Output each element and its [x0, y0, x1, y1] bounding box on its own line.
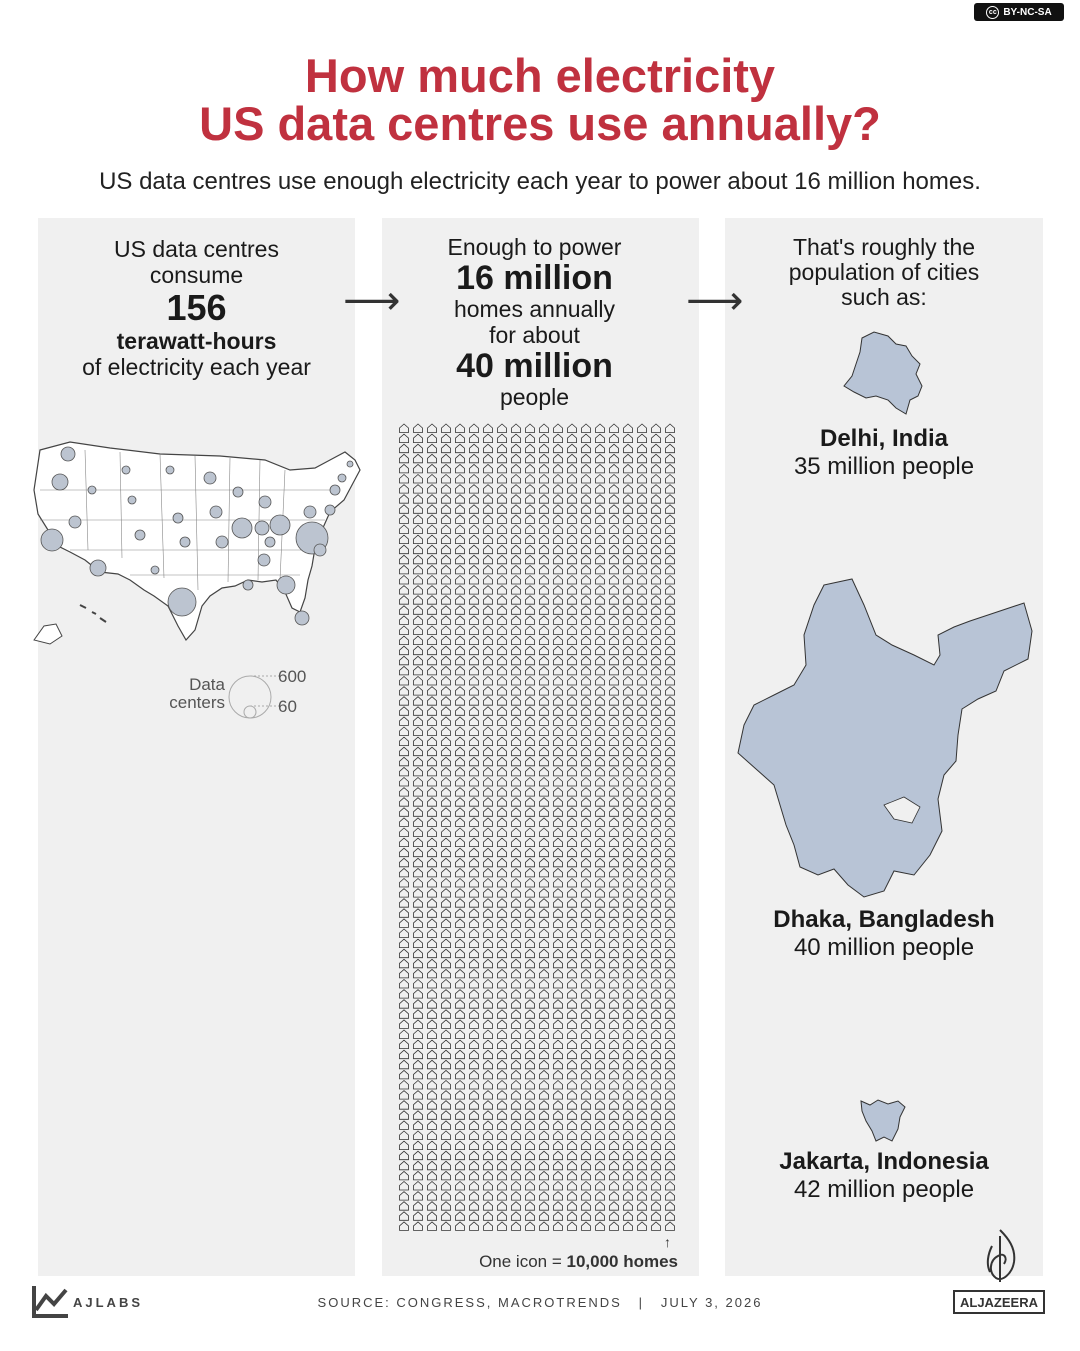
cities-intro-line-3: such as: — [841, 284, 927, 310]
legend-large-circle — [228, 675, 272, 719]
creative-commons-icon: cc — [986, 5, 1000, 19]
legend-small-circle — [243, 705, 257, 719]
consumption-line-2: consume — [149, 262, 244, 288]
bubble — [303, 505, 317, 519]
city-delhi-name: Delhi, India — [819, 425, 948, 452]
title-line-2: US data centres use annually? — [199, 97, 881, 150]
icon-pointer-arrow-icon: ↑ — [664, 1234, 671, 1250]
bubble — [294, 610, 310, 626]
alaska-outline — [33, 623, 63, 645]
bubble — [346, 460, 354, 468]
homes-line-2: homes annually — [453, 296, 616, 322]
bubble — [324, 504, 336, 516]
consumption-value: 156 — [166, 287, 227, 328]
bubble — [232, 486, 244, 498]
people-value: 40 million — [456, 347, 613, 385]
home-icon — [399, 423, 675, 1231]
icon-scale-note: One icon = 10,000 homes — [382, 1252, 678, 1272]
bubble — [215, 535, 229, 549]
bubble — [231, 517, 253, 539]
bubble — [257, 553, 271, 567]
license-badge: cc BY-NC-SA — [974, 3, 1064, 21]
city-jakarta-population: 42 million people — [793, 1176, 975, 1203]
us-data-centers-map — [33, 441, 361, 645]
city-dhaka-population: 40 million people — [793, 934, 975, 961]
bubble — [40, 528, 64, 552]
bubble — [269, 514, 291, 536]
bubble-legend-label-1: Data — [189, 675, 225, 694]
bubble — [51, 473, 69, 491]
icon-note-value: 10,000 homes — [566, 1252, 678, 1271]
bubble — [150, 565, 160, 575]
city-delhi-population: 35 million people — [793, 453, 975, 480]
homes-text: Enough to power 16 million homes annuall… — [382, 234, 687, 410]
license-text: BY-NC-SA — [1003, 6, 1052, 18]
hawaii-islands — [79, 604, 107, 623]
home-icon-grid — [398, 423, 680, 1237]
consumption-text: US data centres consume 156 terawatt-hou… — [38, 236, 355, 380]
cities-intro-line-1: That's roughly the — [792, 234, 976, 260]
bubble — [203, 471, 217, 485]
bubble — [87, 485, 97, 495]
page-subtitle: US data centres use enough electricity e… — [99, 168, 981, 195]
city-dhaka-name: Dhaka, Bangladesh — [773, 906, 995, 933]
bubble — [68, 515, 82, 529]
bubble — [258, 495, 272, 509]
bubble — [313, 543, 327, 557]
bubble — [329, 484, 341, 496]
bubble-legend-circles — [228, 675, 281, 719]
bubble — [121, 465, 131, 475]
bubble — [242, 579, 254, 591]
city-delhi: Delhi, India 35 million people — [725, 425, 1043, 481]
title-line-1: How much electricity — [304, 49, 776, 102]
home-icons — [399, 423, 675, 1231]
bubble — [276, 575, 296, 595]
city-jakarta: Jakarta, Indonesia 42 million people — [725, 1148, 1043, 1204]
bubble — [337, 473, 347, 483]
consumption-unit: terawatt-hours — [116, 328, 277, 354]
jakarta-map-icon — [860, 1099, 906, 1142]
bubble — [89, 559, 107, 577]
bubble — [179, 536, 191, 548]
homes-value: 16 million — [456, 259, 613, 297]
cities-intro-line-2: population of cities — [788, 259, 980, 285]
homes-line-4: people — [499, 384, 570, 410]
dhaka-map-icon — [737, 578, 1033, 898]
consumption-line-3: of electricity each year — [82, 354, 311, 380]
aljazeera-logo-icon — [986, 1229, 1016, 1282]
arrow-right-icon: ⟶ — [343, 279, 401, 323]
homes-panel — [382, 218, 699, 1276]
ajlabs-logo-icon — [32, 1286, 68, 1318]
bubble-legend-label-2: centers — [169, 693, 225, 712]
bubble — [254, 520, 270, 536]
legend-600-value: 600 — [278, 667, 307, 686]
consumption-panel — [38, 218, 355, 1276]
bubble — [60, 446, 76, 462]
city-dhaka: Dhaka, Bangladesh 40 million people — [725, 906, 1043, 962]
bubble — [134, 529, 146, 541]
icon-note-prefix: One icon = — [479, 1252, 567, 1271]
cities-intro: That's roughly the population of cities … — [725, 235, 1043, 310]
bubble — [167, 587, 197, 617]
bubble-legend-label: Data centers — [150, 676, 225, 712]
bubble — [264, 536, 276, 548]
homes-line-1: Enough to power — [447, 234, 622, 260]
arrow-right-icon: ⟶ — [686, 279, 744, 323]
source-credit: SOURCE: CONGRESS, MACROTRENDS | JULY 3, … — [317, 1295, 763, 1310]
legend-60-value: 60 — [278, 697, 297, 716]
bubble — [165, 465, 175, 475]
bubble — [209, 505, 223, 519]
ajlabs-wordmark: AJLABS — [73, 1295, 144, 1310]
delhi-map-icon — [843, 331, 923, 415]
consumption-line-1: US data centres — [114, 236, 279, 262]
data-center-bubbles — [40, 446, 354, 626]
city-jakarta-name: Jakarta, Indonesia — [779, 1148, 989, 1175]
homes-line-3: for about — [489, 322, 580, 348]
aljazeera-wordmark: ALJAZEERA — [953, 1290, 1045, 1314]
bubble — [172, 512, 184, 524]
page-title: How much electricity US data centres use… — [0, 52, 1080, 148]
bubble — [127, 495, 137, 505]
